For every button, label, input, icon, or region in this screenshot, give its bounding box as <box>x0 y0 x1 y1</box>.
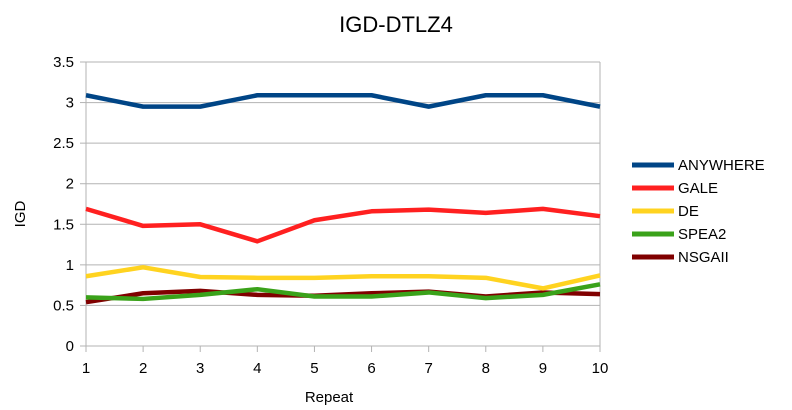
x-tick-label: 1 <box>82 360 90 377</box>
x-axis-label: Repeat <box>305 389 354 406</box>
y-tick-labels: 0 0.5 1 1.5 2 2.5 3 3.5 <box>53 54 74 355</box>
y-tick-label: 2.5 <box>53 135 74 152</box>
x-tick-label: 10 <box>592 360 609 377</box>
y-axis-label: IGD <box>12 201 29 228</box>
y-tick-label: 0 <box>66 338 74 355</box>
x-tick-label: 9 <box>539 360 547 377</box>
series-line-de <box>85 265 601 291</box>
x-tick-label: 5 <box>310 360 318 377</box>
chart-title: IGD-DTLZ4 <box>339 12 453 37</box>
y-tick-label: 3 <box>66 95 74 112</box>
y-tick-label: 1.5 <box>53 216 74 233</box>
legend-label-anywhere: ANYWHERE <box>678 157 765 174</box>
x-tick-label: 6 <box>367 360 375 377</box>
x-tick-label: 7 <box>424 360 432 377</box>
series-line-anywhere <box>85 93 601 109</box>
series-line-spea2 <box>85 282 601 302</box>
y-tick-label: 2 <box>66 176 74 193</box>
legend-label-spea2: SPEA2 <box>678 226 726 243</box>
legend-label-de: DE <box>678 203 699 220</box>
y-tick-label: 3.5 <box>53 54 74 71</box>
x-tick-label: 8 <box>482 360 490 377</box>
x-tick-label: 3 <box>196 360 204 377</box>
series-lines <box>85 93 601 305</box>
y-tick-label: 0.5 <box>53 297 74 314</box>
legend: ANYWHERE GALE DE SPEA2 NSGAII <box>632 157 765 266</box>
legend-label-gale: GALE <box>678 180 718 197</box>
x-tick-label: 4 <box>253 360 261 377</box>
y-tick-label: 1 <box>66 257 74 274</box>
x-tick-labels: 1 2 3 4 5 6 7 8 9 10 <box>82 346 609 377</box>
series-line-gale <box>85 206 601 244</box>
legend-label-nsgaii: NSGAII <box>678 249 729 266</box>
x-tick-label: 2 <box>139 360 147 377</box>
